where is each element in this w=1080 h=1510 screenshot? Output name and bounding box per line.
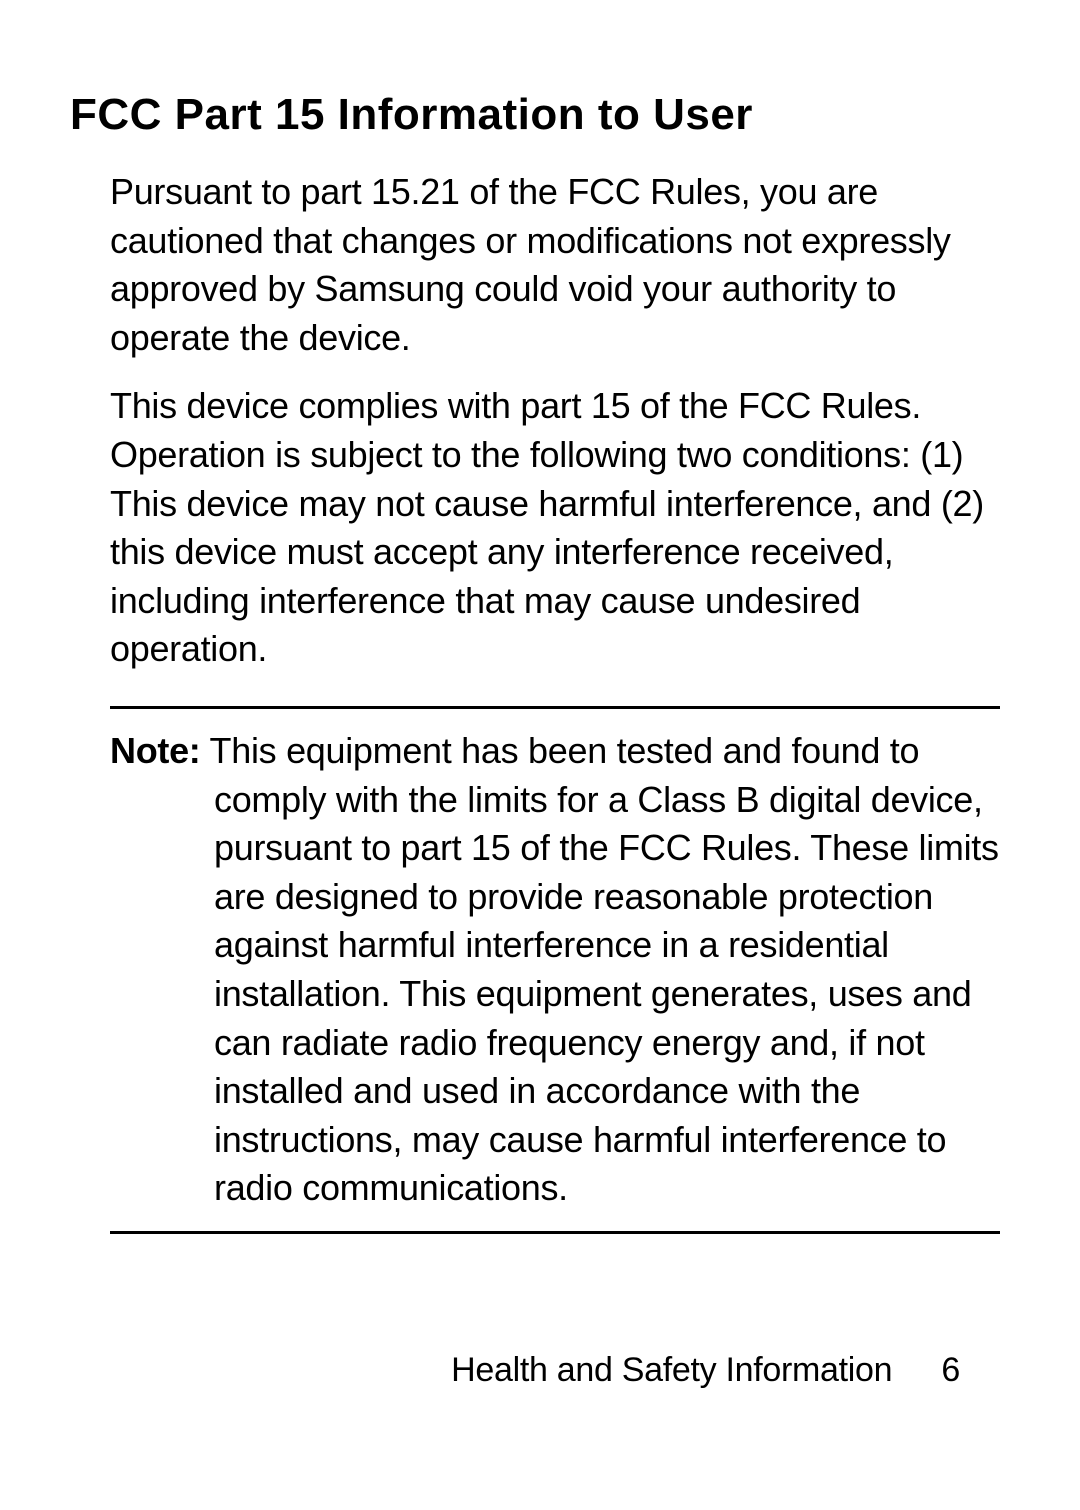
note-body: This equipment has been tested and found… — [201, 730, 999, 1208]
page-heading: FCC Part 15 Information to User — [70, 90, 1010, 140]
note-label: Note: — [110, 730, 201, 771]
footer-title: Health and Safety Information — [451, 1351, 892, 1389]
paragraph-2: This device complies with part 15 of the… — [70, 382, 1010, 674]
footer-page-number: 6 — [941, 1351, 960, 1389]
page-footer: Health and Safety Information 6 — [451, 1351, 960, 1390]
paragraph-1: Pursuant to part 15.21 of the FCC Rules,… — [70, 168, 1010, 362]
note-block: Note: This equipment has been tested and… — [70, 709, 1010, 1231]
divider-bottom — [110, 1231, 1000, 1234]
note-text-wrapper: Note: This equipment has been tested and… — [110, 727, 1000, 1213]
